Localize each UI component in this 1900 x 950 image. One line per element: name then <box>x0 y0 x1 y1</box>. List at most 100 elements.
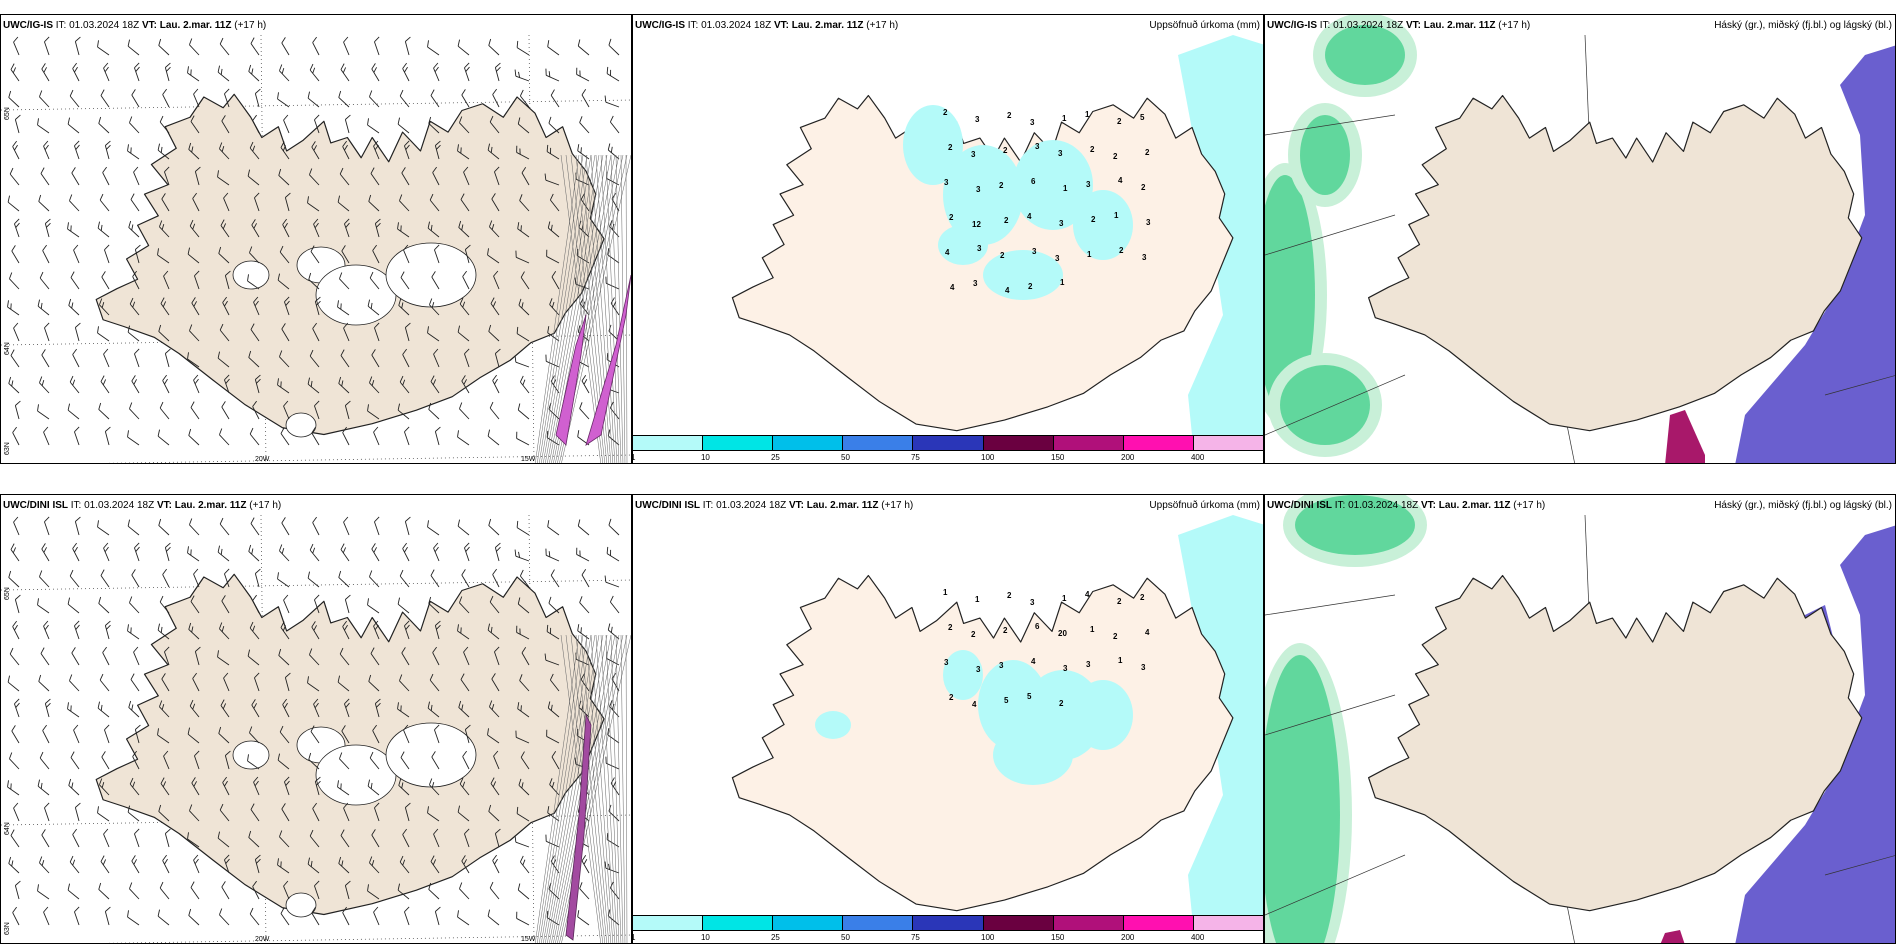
wind-barb <box>309 168 320 186</box>
wind-barb <box>69 375 80 394</box>
barb-flag <box>220 68 223 75</box>
barb-flag <box>371 349 376 356</box>
barb-flag <box>132 750 137 757</box>
wind-barb <box>544 173 560 186</box>
hatch-line <box>547 634 604 943</box>
wind-barb <box>11 245 20 264</box>
wind-barb <box>608 518 620 536</box>
barb-flag <box>284 222 288 229</box>
wind-barb <box>251 219 260 238</box>
barb-shaft <box>249 732 260 744</box>
high-cloud <box>1265 655 1340 943</box>
barb-flag <box>223 192 229 199</box>
barb-flag <box>255 568 261 574</box>
barb-shaft <box>132 756 140 770</box>
barb-shaft <box>277 98 290 108</box>
barb-flag <box>283 880 289 887</box>
barb-shaft <box>12 626 20 640</box>
wind-barb <box>190 595 200 614</box>
barb-flag <box>367 779 371 787</box>
latitude-label: 64N <box>4 822 11 835</box>
barb-flag <box>159 115 164 123</box>
barb-flag <box>606 832 609 840</box>
barb-shaft <box>373 145 380 160</box>
barb-flag <box>521 782 524 789</box>
wind-barb <box>427 806 440 822</box>
high-cloud <box>1300 115 1350 195</box>
wind-barb <box>427 40 440 56</box>
wind-barb <box>74 140 80 160</box>
wind-barb <box>373 426 380 446</box>
wind-barb <box>429 193 440 212</box>
barb-shaft <box>339 758 350 770</box>
barb-shaft <box>374 521 380 536</box>
wind-barb <box>163 750 170 770</box>
barb-flag <box>252 625 256 632</box>
barb-shaft <box>520 95 530 108</box>
barb-shaft <box>340 355 350 368</box>
barb-flag <box>607 429 611 437</box>
wind-barb <box>190 401 200 420</box>
barb-flag <box>494 166 500 173</box>
barb-shaft <box>280 433 290 446</box>
barb-shaft <box>344 703 350 718</box>
wind-barb <box>545 548 560 562</box>
barb-flag <box>15 114 21 120</box>
wind-barb <box>339 752 350 770</box>
wind-barb <box>159 881 170 900</box>
wind-barb <box>404 322 411 342</box>
barb-flag <box>400 751 405 758</box>
wind-barb <box>279 350 290 368</box>
precip-patch <box>993 725 1073 785</box>
barb-flag <box>368 674 372 682</box>
barb-shaft <box>102 172 110 186</box>
precip-value-label: 3 <box>1032 247 1037 256</box>
barb-flag <box>106 624 111 630</box>
wind-barb <box>368 194 380 212</box>
barb-flag <box>609 595 614 603</box>
wind-barb <box>161 673 170 692</box>
barb-shaft <box>427 227 440 238</box>
barb-shaft <box>219 628 230 640</box>
barb-flag <box>13 36 19 43</box>
wind-barb <box>278 648 290 666</box>
wind-barb <box>369 90 380 108</box>
barb-flag <box>98 882 102 890</box>
wind-barb <box>404 140 410 160</box>
wind-barb <box>577 519 590 536</box>
barb-flag <box>188 908 192 916</box>
wind-barb <box>309 349 320 368</box>
barb-flag <box>277 378 279 386</box>
barb-flag <box>546 910 549 918</box>
barb-flag <box>282 218 287 225</box>
wind-barb <box>187 832 200 848</box>
barb-shaft <box>487 915 500 926</box>
barb-flag <box>222 223 227 229</box>
barb-flag <box>403 724 409 731</box>
wind-barb <box>188 428 200 446</box>
barb-shaft <box>608 524 620 536</box>
precip-value-label: 2 <box>1003 626 1008 635</box>
barb-shaft <box>546 631 560 640</box>
barb-flag <box>463 859 467 865</box>
barb-flag <box>464 62 470 69</box>
colorbar-tick-label: 150 <box>1051 453 1065 462</box>
barb-flag <box>369 751 374 759</box>
barb-flag <box>344 144 348 151</box>
colorbar-swatch <box>843 436 914 450</box>
hatch-line <box>595 154 616 463</box>
wind-barb <box>252 114 260 134</box>
barb-flag <box>404 906 410 913</box>
longitude-label: 20W <box>255 936 270 943</box>
barb-shaft <box>310 731 320 744</box>
precip-value-label: 2 <box>1028 282 1033 291</box>
panel-wind-ig: UWC/IG-IS IT: 01.03.2024 18Z VT: Lau. 2.… <box>0 14 632 464</box>
wind-barb <box>97 326 110 342</box>
barb-shaft <box>310 251 320 264</box>
barb-shaft <box>606 282 620 290</box>
wind-barb <box>487 429 500 446</box>
barb-shaft <box>581 860 590 874</box>
colorbar-tick-label: 25 <box>770 453 780 462</box>
barb-shaft <box>314 405 320 420</box>
wind-barb <box>314 296 321 316</box>
